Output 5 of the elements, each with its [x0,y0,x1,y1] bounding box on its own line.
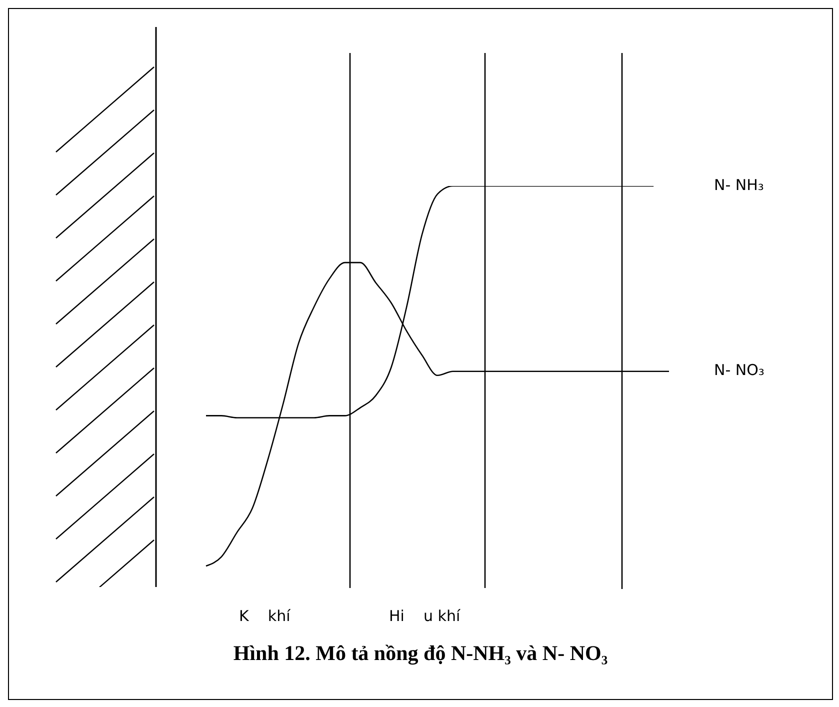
text: K khí [239,607,290,625]
text: Hình 12. Mô tả nồng độ N-NH₃ và N- NO₃ [232,641,609,666]
text: Hi u khí [389,607,460,625]
text: N- NH₃ [714,176,764,194]
text: N- NO₃ [714,361,764,380]
